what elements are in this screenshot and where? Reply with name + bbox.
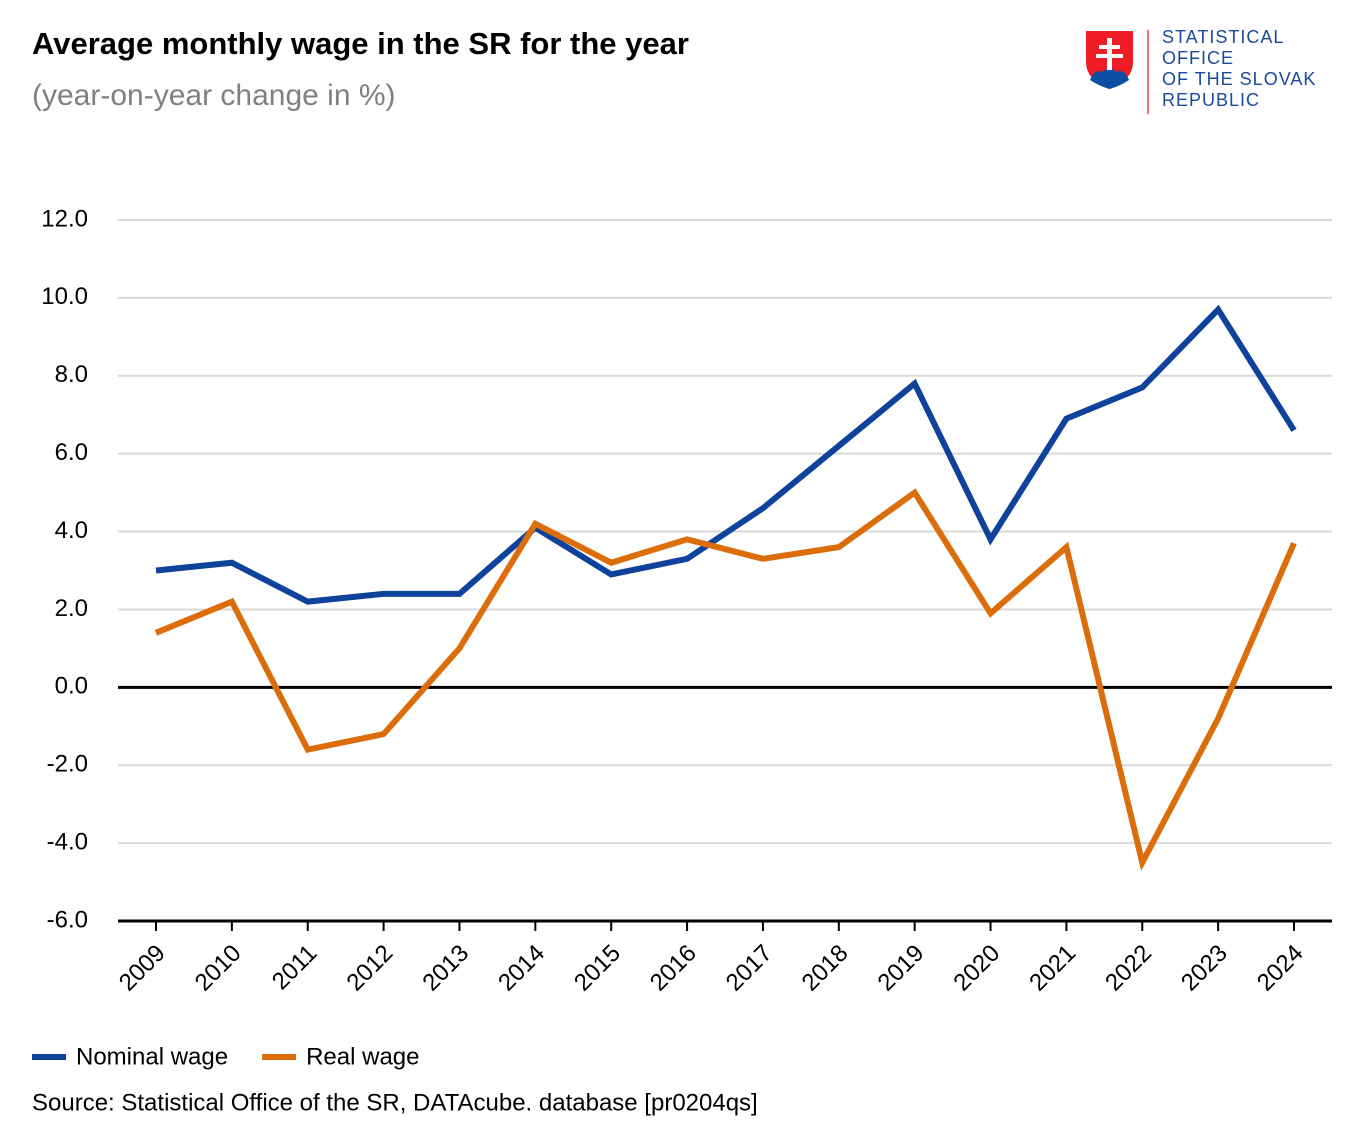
y-tick-label: 6.0: [55, 439, 88, 466]
y-tick-label: -6.0: [47, 906, 88, 933]
x-tick-label: 2017: [721, 940, 778, 997]
logo-text: OFFICE: [1162, 48, 1234, 68]
x-tick-label: 2016: [645, 940, 702, 997]
logo-emblem: [1086, 30, 1149, 114]
x-tick-label: 2018: [797, 940, 854, 997]
x-tick-label: 2020: [948, 940, 1005, 997]
source-note: Source: Statistical Office of the SR, DA…: [32, 1089, 758, 1116]
x-tick-label: 2012: [341, 940, 398, 997]
x-tick-label: 2022: [1100, 940, 1157, 997]
data-line: [155, 304, 1297, 605]
logo-text: STATISTICAL: [1162, 27, 1284, 47]
data-line: [154, 488, 1297, 872]
x-tick-label: 2021: [1024, 940, 1081, 997]
x-tick-label: 2024: [1252, 940, 1309, 997]
x-tick-label: 2009: [114, 940, 171, 997]
x-tick-label: 2023: [1176, 940, 1233, 997]
y-tick-label: -4.0: [47, 828, 88, 855]
logo-text: REPUBLIC: [1162, 90, 1260, 110]
y-tick-label: 2.0: [55, 595, 88, 622]
x-tick-label: 2014: [493, 940, 550, 997]
x-tick-label: 2011: [267, 940, 323, 996]
y-tick-label: 12.0: [41, 205, 88, 232]
y-tick-label: 4.0: [55, 517, 88, 544]
legend-label: Real wage: [306, 1043, 419, 1070]
chart-title: Average monthly wage in the SR for the y…: [32, 26, 689, 61]
x-tick-label: 2019: [873, 940, 930, 997]
y-tick-label: -2.0: [47, 751, 88, 778]
x-tick-label: 2010: [190, 940, 247, 997]
chart-subtitle: (year-on-year change in %): [32, 79, 396, 112]
y-tick-label: 8.0: [55, 361, 88, 388]
x-tick-label: 2013: [417, 940, 474, 997]
legend-label: Nominal wage: [76, 1043, 228, 1070]
logo-text: OF THE SLOVAK: [1162, 69, 1316, 89]
y-tick-label: 10.0: [41, 283, 88, 310]
y-tick-label: 0.0: [55, 673, 88, 700]
x-tick-label: 2015: [569, 940, 626, 997]
